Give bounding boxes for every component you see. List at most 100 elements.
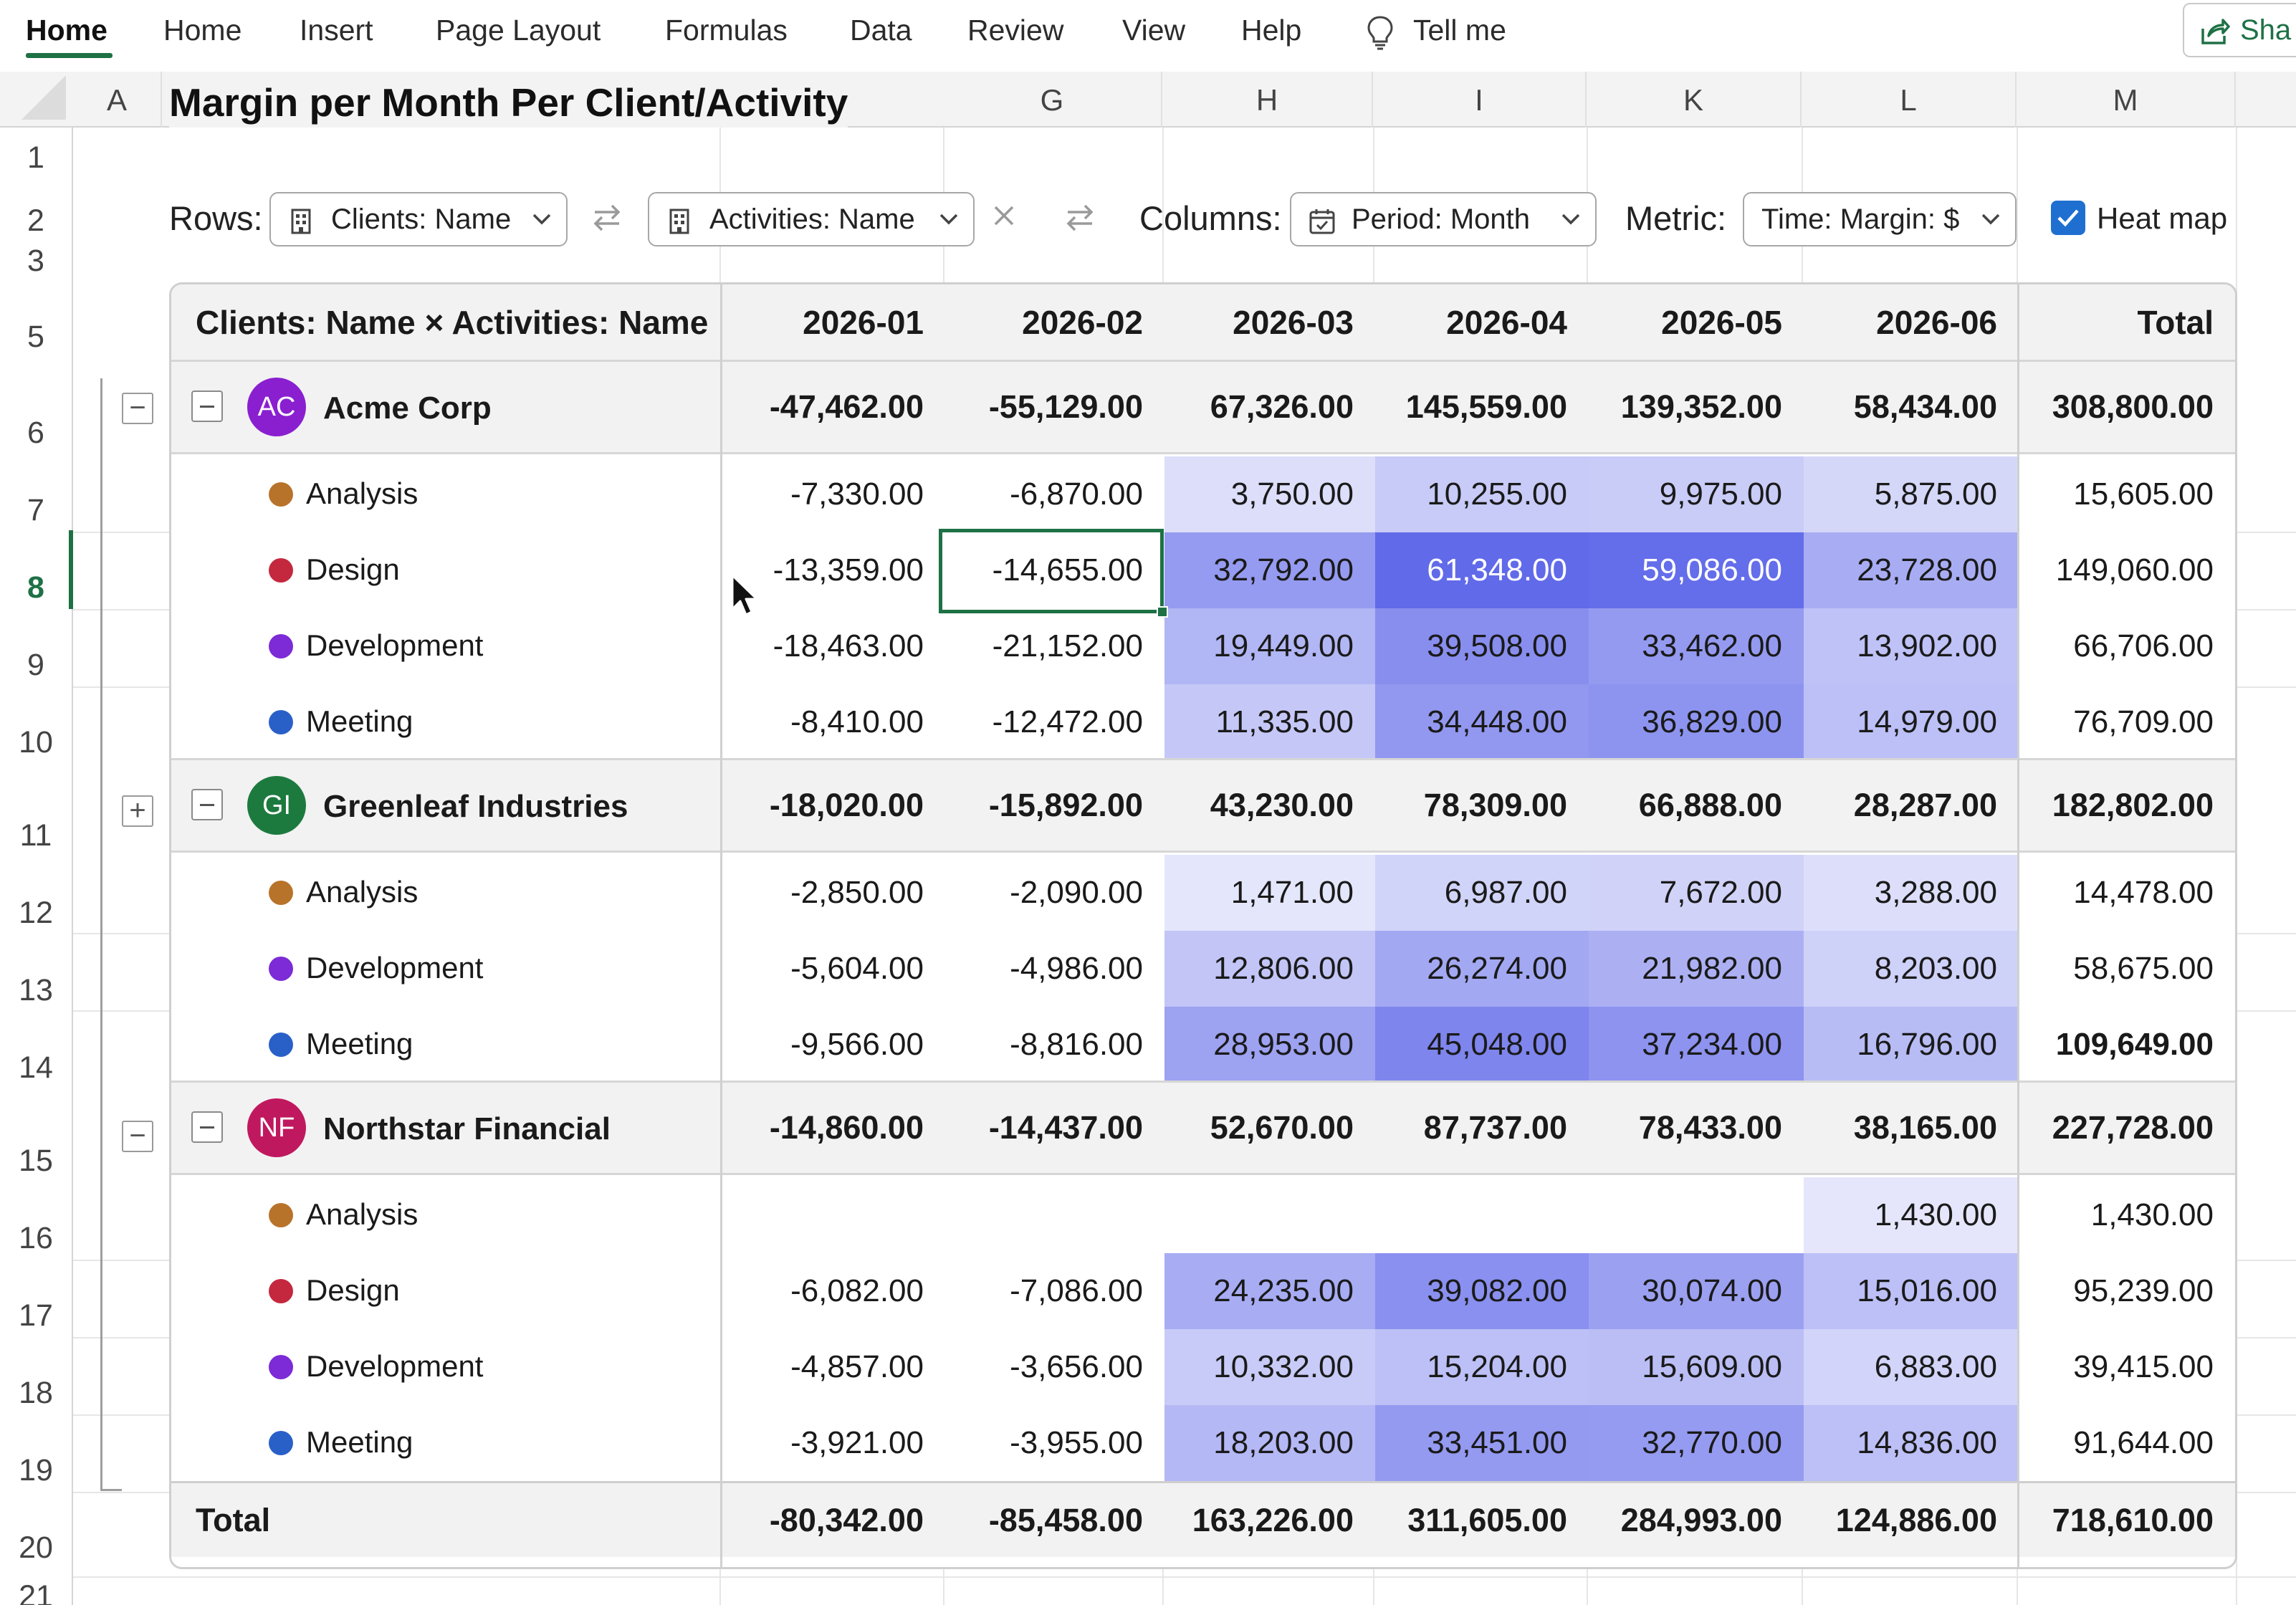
pivot-value-cell[interactable]: 37,234.00 bbox=[1589, 1007, 1804, 1083]
pivot-value-cell[interactable]: -8,410.00 bbox=[790, 704, 924, 739]
row-number[interactable]: 2 bbox=[27, 203, 44, 238]
row-number[interactable]: 15 bbox=[19, 1144, 53, 1178]
pivot-value-cell[interactable]: 1,430.00 bbox=[1804, 1177, 2019, 1253]
pivot-value-cell[interactable] bbox=[1164, 1177, 1375, 1253]
tab-help[interactable]: Help bbox=[1241, 14, 1302, 47]
column-header-h[interactable]: H bbox=[1162, 72, 1373, 128]
pivot-group-cell[interactable]: 227,728.00 bbox=[2052, 1109, 2214, 1146]
pivot-column-header[interactable]: 2026-05 bbox=[1661, 303, 1782, 341]
tab-view[interactable]: View bbox=[1122, 14, 1186, 47]
pivot-value-cell[interactable]: -21,152.00 bbox=[992, 628, 1143, 663]
pivot-value-cell[interactable]: 26,274.00 bbox=[1375, 931, 1589, 1007]
column-header-i[interactable]: I bbox=[1373, 72, 1587, 128]
pivot-column-header[interactable]: 2026-06 bbox=[1876, 303, 1997, 341]
pivot-group-cell[interactable]: 308,800.00 bbox=[2052, 388, 2214, 425]
pivot-value-cell[interactable]: -7,086.00 bbox=[1010, 1273, 1143, 1308]
pivot-value-cell[interactable]: 3,288.00 bbox=[1804, 855, 2019, 931]
pivot-value-cell[interactable]: -3,656.00 bbox=[1010, 1349, 1143, 1384]
pivot-group-cell[interactable]: 78,433.00 bbox=[1638, 1109, 1782, 1146]
pivot-group-cell[interactable]: 66,888.00 bbox=[1638, 787, 1782, 823]
rows-field-1-dropdown[interactable]: Clients: Name bbox=[269, 192, 568, 246]
close-icon[interactable] bbox=[992, 203, 1016, 228]
pivot-value-cell[interactable] bbox=[945, 1177, 1164, 1253]
pivot-total-cell[interactable]: 718,610.00 bbox=[2052, 1501, 2214, 1538]
tab-home-active[interactable]: Home bbox=[26, 14, 107, 47]
pivot-value-cell[interactable]: 66,706.00 bbox=[2073, 628, 2214, 663]
pivot-value-cell[interactable]: 14,979.00 bbox=[1804, 684, 2019, 760]
pivot-column-header[interactable]: 2026-03 bbox=[1233, 303, 1354, 341]
column-header-l[interactable]: L bbox=[1802, 72, 2017, 128]
tab-home[interactable]: Home bbox=[163, 14, 242, 47]
pivot-group-cell[interactable]: 78,309.00 bbox=[1423, 787, 1567, 823]
pivot-column-header[interactable]: Total bbox=[2137, 303, 2214, 341]
pivot-group-cell[interactable]: -14,437.00 bbox=[988, 1109, 1143, 1146]
pivot-value-cell[interactable]: 149,060.00 bbox=[2055, 552, 2214, 588]
swap-icon[interactable] bbox=[1063, 202, 1096, 234]
pivot-value-cell[interactable]: 32,792.00 bbox=[1164, 532, 1375, 608]
row-number[interactable]: 14 bbox=[19, 1050, 53, 1085]
pivot-total-cell[interactable]: -85,458.00 bbox=[988, 1501, 1143, 1538]
pivot-group-cell[interactable]: 67,326.00 bbox=[1210, 388, 1354, 425]
row-number[interactable]: 7 bbox=[27, 493, 44, 527]
pivot-total-cell[interactable]: 284,993.00 bbox=[1620, 1501, 1782, 1538]
collapse-group-button[interactable] bbox=[191, 391, 223, 422]
pivot-value-cell[interactable]: 12,806.00 bbox=[1164, 931, 1375, 1007]
pivot-value-cell[interactable]: -9,566.00 bbox=[790, 1027, 924, 1062]
row-number[interactable]: 11 bbox=[19, 818, 52, 853]
columns-field-dropdown[interactable]: Period: Month bbox=[1290, 192, 1597, 246]
pivot-value-cell[interactable]: 6,883.00 bbox=[1804, 1329, 2019, 1405]
pivot-value-cell[interactable] bbox=[722, 1177, 945, 1253]
pivot-group-cell[interactable]: -18,020.00 bbox=[769, 787, 924, 823]
column-header-a[interactable]: A bbox=[73, 72, 162, 128]
pivot-value-cell[interactable]: -7,330.00 bbox=[790, 476, 924, 512]
pivot-value-cell[interactable]: 1,471.00 bbox=[1164, 855, 1375, 931]
row-number[interactable]: 9 bbox=[27, 648, 44, 682]
tab-insert[interactable]: Insert bbox=[300, 14, 373, 47]
pivot-value-cell[interactable]: 11,335.00 bbox=[1164, 684, 1375, 760]
pivot-group-cell[interactable]: -15,892.00 bbox=[988, 787, 1143, 823]
pivot-value-cell[interactable]: -8,816.00 bbox=[1010, 1027, 1143, 1062]
fill-handle[interactable] bbox=[1157, 606, 1168, 618]
row-number[interactable]: 17 bbox=[19, 1298, 53, 1333]
pivot-value-cell[interactable]: -5,604.00 bbox=[790, 951, 924, 986]
pivot-column-header[interactable]: 2026-02 bbox=[1022, 303, 1143, 341]
pivot-value-cell[interactable]: -14,655.00 bbox=[992, 552, 1143, 588]
heatmap-checkbox[interactable] bbox=[2051, 201, 2085, 235]
heatmap-label[interactable]: Heat map bbox=[2097, 201, 2228, 235]
pivot-value-cell[interactable]: 16,796.00 bbox=[1804, 1007, 2019, 1083]
pivot-value-cell[interactable]: 23,728.00 bbox=[1804, 532, 2019, 608]
pivot-value-cell[interactable]: 6,987.00 bbox=[1375, 855, 1589, 931]
pivot-value-cell[interactable]: -2,850.00 bbox=[790, 875, 924, 910]
pivot-value-cell[interactable]: 15,016.00 bbox=[1804, 1253, 2019, 1329]
pivot-value-cell[interactable]: -18,463.00 bbox=[772, 628, 924, 663]
pivot-value-cell[interactable]: 7,672.00 bbox=[1589, 855, 1804, 931]
tab-review[interactable]: Review bbox=[967, 14, 1064, 47]
pivot-value-cell[interactable]: 1,430.00 bbox=[2090, 1197, 2214, 1232]
pivot-group-cell[interactable]: 87,737.00 bbox=[1423, 1109, 1567, 1146]
row-number[interactable]: 18 bbox=[19, 1376, 53, 1410]
pivot-value-cell[interactable]: 14,478.00 bbox=[2073, 875, 2214, 910]
pivot-value-cell[interactable]: 24,235.00 bbox=[1164, 1253, 1375, 1329]
pivot-value-cell[interactable]: -6,870.00 bbox=[1010, 476, 1143, 512]
pivot-value-cell[interactable]: 15,204.00 bbox=[1375, 1329, 1589, 1405]
tab-formulas[interactable]: Formulas bbox=[665, 14, 788, 47]
pivot-column-header[interactable]: 2026-04 bbox=[1446, 303, 1567, 341]
pivot-value-cell[interactable]: 34,448.00 bbox=[1375, 684, 1589, 760]
row-number[interactable]: 10 bbox=[19, 725, 53, 760]
column-header-k[interactable]: K bbox=[1587, 72, 1802, 128]
pivot-value-cell[interactable] bbox=[1589, 1177, 1804, 1253]
column-header-m[interactable]: M bbox=[2017, 72, 2236, 128]
pivot-value-cell[interactable]: 76,709.00 bbox=[2073, 704, 2214, 739]
pivot-value-cell[interactable]: 36,829.00 bbox=[1589, 684, 1804, 760]
pivot-value-cell[interactable]: 33,462.00 bbox=[1589, 608, 1804, 684]
outline-collapse-button[interactable]: − bbox=[122, 393, 153, 424]
pivot-value-cell[interactable]: 45,048.00 bbox=[1375, 1007, 1589, 1083]
row-number[interactable]: 19 bbox=[19, 1453, 53, 1487]
pivot-total-cell[interactable]: 124,886.00 bbox=[1835, 1501, 1997, 1538]
pivot-value-cell[interactable]: -3,921.00 bbox=[790, 1425, 924, 1460]
row-number[interactable]: 3 bbox=[27, 244, 44, 278]
pivot-value-cell[interactable]: 13,902.00 bbox=[1804, 608, 2019, 684]
selected-cell[interactable] bbox=[939, 529, 1164, 613]
pivot-value-cell[interactable]: -6,082.00 bbox=[790, 1273, 924, 1308]
row-number[interactable]: 21 bbox=[19, 1579, 53, 1605]
